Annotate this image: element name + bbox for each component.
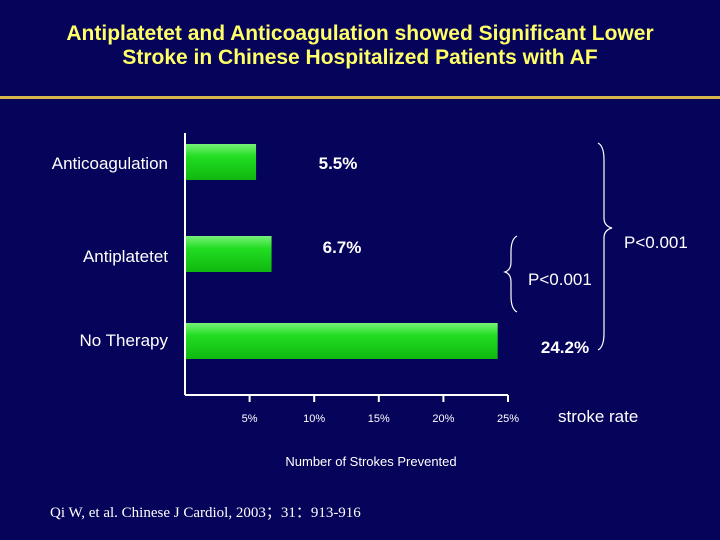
bracket-small	[503, 235, 518, 313]
title-divider	[0, 96, 720, 99]
bar-anticoagulation	[185, 144, 257, 180]
page-title: Antiplatetet and Anticoagulation showed …	[0, 22, 720, 70]
bar-no-therapy	[185, 323, 498, 359]
p-value-top: P<0.001	[624, 233, 688, 252]
x-tick-label: 5%	[242, 413, 258, 425]
p-value-bottom: P<0.001	[528, 270, 592, 289]
category-label: Anticoagulation	[52, 154, 168, 173]
bar-antiplatetet	[185, 236, 272, 272]
x-tick-label: 20%	[432, 413, 454, 425]
x-tick-label: 10%	[303, 413, 325, 425]
title-line-1: Antiplatetet and Anticoagulation showed …	[66, 22, 654, 45]
data-label: 6.7%	[323, 238, 362, 257]
title-line-2: Stroke in Chinese Hospitalized Patients …	[122, 46, 598, 69]
bracket-large	[597, 142, 613, 351]
x-tick-label: 15%	[368, 413, 390, 425]
category-label: No Therapy	[79, 331, 168, 350]
data-label: 5.5%	[319, 154, 358, 173]
citation: Qi W, et al. Chinese J Cardiol, 2003；31：…	[50, 505, 361, 521]
category-label: Antiplatetet	[83, 247, 168, 266]
x-tick-label: 25%	[497, 413, 519, 425]
data-label: 24.2%	[541, 338, 589, 357]
axis-note: stroke rate	[558, 407, 638, 426]
x-axis-label: Number of Strokes Prevented	[285, 454, 456, 469]
